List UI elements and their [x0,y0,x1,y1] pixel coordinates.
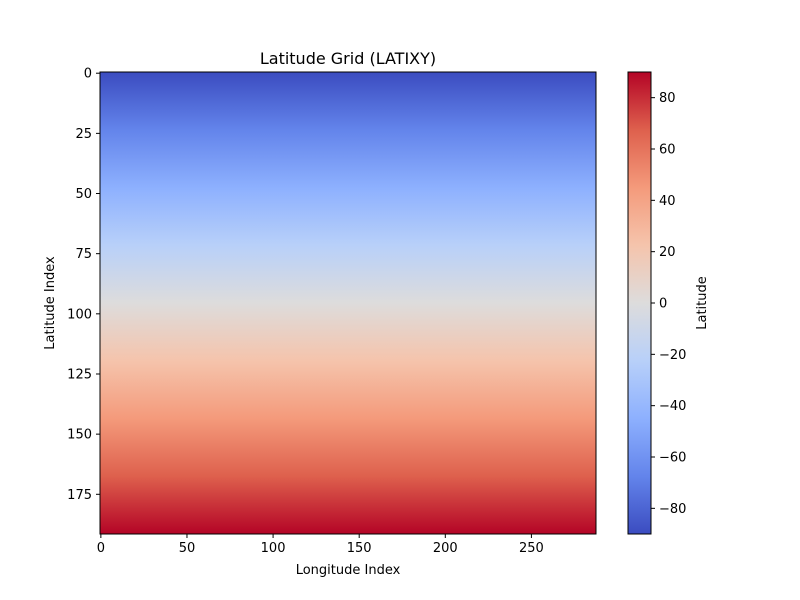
y-axis-label: Latitude Index [43,256,58,350]
colorbar-tick-label: 0 [659,297,667,312]
x-tick-label: 200 [433,541,458,556]
heatmap-image [100,72,596,534]
x-tick-label: 50 [179,541,196,556]
y-tick-label: 150 [67,428,92,443]
colorbar: −80 −60 −40 −20 0 20 40 60 80 Latitude [627,71,710,535]
y-axis-ticks: 0 25 50 75 100 125 150 175 [67,67,100,503]
x-axis-label: Longitude Index [296,563,401,578]
x-tick-label: 250 [519,541,544,556]
heatmap-plot-area [99,71,597,535]
y-tick-label: 100 [67,307,92,322]
y-tick-label: 75 [75,247,92,262]
plot-frame [99,71,597,535]
colorbar-ticks: −80 −60 −40 −20 0 20 40 60 80 [651,91,686,517]
x-tick-label: 150 [347,541,372,556]
x-axis-ticks: 0 50 100 150 200 250 [97,534,544,556]
x-tick-label: 100 [261,541,286,556]
colorbar-label: Latitude [695,276,710,330]
y-tick-label: 125 [67,367,92,382]
x-tick-label: 0 [97,541,105,556]
colorbar-tick-label: −60 [659,451,686,466]
y-tick-label: 0 [84,67,92,82]
y-tick-label: 50 [75,187,92,202]
colorbar-tick-label: 80 [659,91,676,106]
colorbar-tick-label: 60 [659,143,676,158]
colorbar-gradient [628,72,651,534]
colorbar-tick-label: −20 [659,348,686,363]
colorbar-tick-label: 40 [659,194,676,209]
chart-title: Latitude Grid (LATIXY) [260,49,436,68]
colorbar-tick-label: 20 [659,245,676,260]
y-tick-label: 25 [75,127,92,142]
y-tick-label: 175 [67,488,92,503]
colorbar-tick-label: −80 [659,502,686,517]
colorbar-tick-label: −40 [659,399,686,414]
